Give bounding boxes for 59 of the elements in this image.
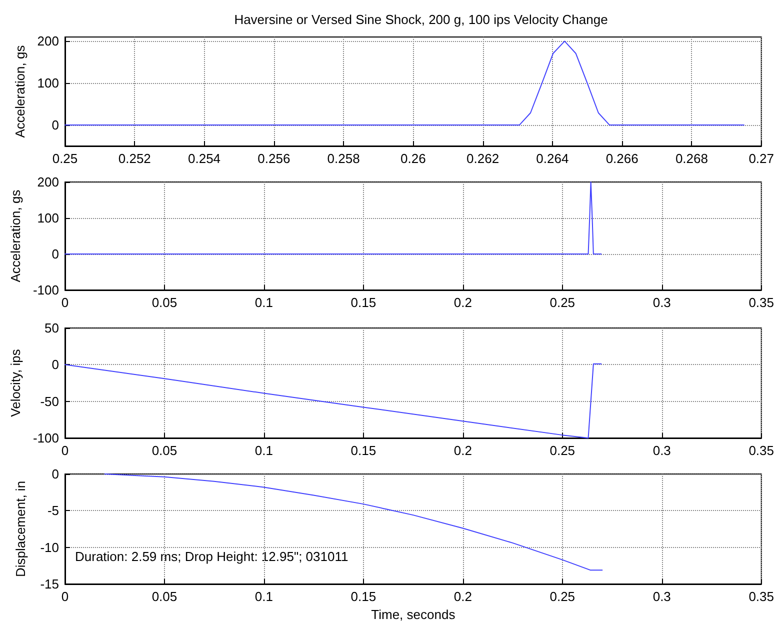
y-tick-label: -15 bbox=[40, 576, 59, 592]
y-tick-label: -100 bbox=[32, 430, 59, 446]
x-tick-label: 0 bbox=[61, 589, 69, 604]
x-axis-title: Time, seconds bbox=[371, 607, 456, 622]
y-tick-label: -100 bbox=[32, 282, 59, 298]
x-tick-label: 0.15 bbox=[350, 589, 376, 604]
annotation: Duration: 2.59 ms; Drop Height: 12.95"; 031011 bbox=[75, 549, 348, 564]
y-tick-label: -50 bbox=[40, 394, 59, 409]
y-axis-title: Velocity, ips bbox=[8, 348, 24, 417]
x-tick-label: 0.25 bbox=[52, 151, 78, 166]
line-series bbox=[64, 363, 602, 438]
y-tick-label: 100 bbox=[37, 76, 59, 91]
x-tick-label: 0.25 bbox=[550, 443, 576, 458]
x-tick-label: 0 bbox=[61, 295, 69, 310]
y-tick-label: 100 bbox=[37, 210, 59, 226]
x-tick-label: 0.15 bbox=[350, 295, 376, 310]
x-tick-label: 0.35 bbox=[748, 589, 774, 604]
x-tick-label: 0 bbox=[61, 443, 69, 458]
y-axis-title: Acceleration, gs bbox=[12, 44, 28, 138]
x-tick-label: 0.264 bbox=[536, 151, 569, 166]
y-tick-label: 0 bbox=[52, 246, 59, 262]
x-tick-label: 0.05 bbox=[152, 443, 178, 458]
y-tick-label: 50 bbox=[44, 320, 59, 336]
y-tick-label: 0 bbox=[52, 466, 59, 482]
y-tick-label: 0 bbox=[52, 357, 59, 372]
x-tick-label: 0.3 bbox=[652, 295, 671, 310]
x-tick-label: 0.3 bbox=[652, 443, 671, 458]
x-tick-label: 0.25 bbox=[550, 295, 576, 310]
x-tick-label: 0.27 bbox=[748, 151, 774, 166]
x-tick-label: 0.35 bbox=[748, 295, 774, 310]
y-axis-title: Acceleration, gs bbox=[8, 189, 24, 282]
y-tick-label: -10 bbox=[40, 540, 59, 555]
x-tick-label: 0.2 bbox=[454, 443, 472, 458]
x-tick-label: 0.15 bbox=[350, 443, 376, 458]
x-tick-label: 0.1 bbox=[254, 589, 273, 604]
y-tick-label: -5 bbox=[47, 503, 59, 518]
y-axis-title: Displacement, in bbox=[13, 480, 28, 578]
x-tick-label: 0.258 bbox=[327, 151, 360, 166]
x-tick-label: 0.268 bbox=[675, 151, 708, 166]
line-series bbox=[64, 40, 744, 126]
y-tick-label: 200 bbox=[37, 34, 59, 49]
x-tick-label: 0.256 bbox=[258, 151, 290, 166]
x-tick-label: 0.1 bbox=[254, 295, 273, 310]
x-tick-label: 0.252 bbox=[118, 151, 151, 166]
x-tick-label: 0.05 bbox=[152, 589, 178, 604]
x-tick-label: 0.266 bbox=[606, 151, 638, 166]
x-tick-label: 0.2 bbox=[454, 295, 472, 310]
x-tick-label: 0.262 bbox=[466, 151, 500, 166]
x-tick-label: 0.1 bbox=[254, 443, 273, 458]
y-tick-label: 0 bbox=[52, 118, 59, 133]
x-tick-label: 0.2 bbox=[454, 589, 472, 604]
x-tick-label: 0.254 bbox=[188, 151, 221, 166]
x-tick-label: 0.35 bbox=[748, 443, 774, 458]
x-tick-label: 0.25 bbox=[550, 589, 576, 604]
x-tick-label: 0.26 bbox=[400, 151, 426, 166]
x-tick-label: 0.05 bbox=[152, 295, 178, 310]
chart-title: Haversine or Versed Sine Shock, 200 g, 100 ips Velocity Change bbox=[234, 12, 608, 27]
y-tick-label: 200 bbox=[37, 174, 59, 190]
x-tick-label: 0.3 bbox=[652, 589, 671, 604]
